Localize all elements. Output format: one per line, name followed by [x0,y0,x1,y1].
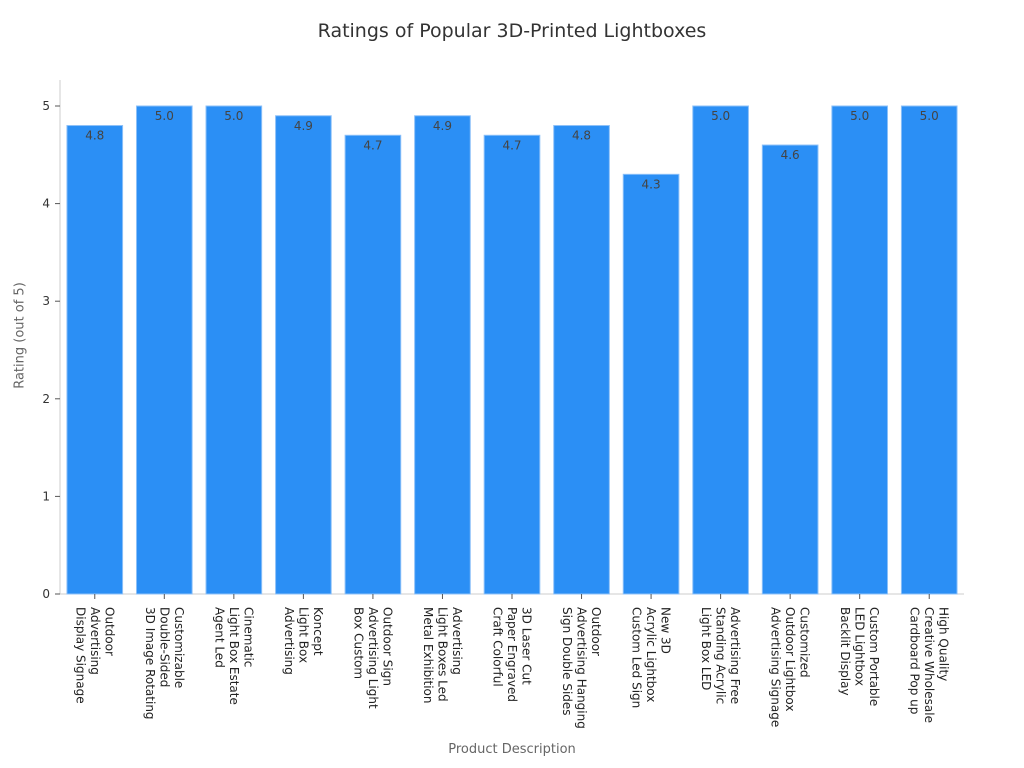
data-label: 5.0 [711,109,730,123]
data-label: 5.0 [920,109,939,123]
data-label: 4.9 [294,119,313,133]
x-tick-label: Customizable Double-Sided 3D Image Rotat… [142,607,186,720]
y-tick-label: 1 [42,489,50,503]
x-tick-label: Outdoor Advertising Hanging Sign Double … [560,607,604,729]
bar [66,125,124,595]
bar [135,105,193,595]
data-label: 5.0 [155,109,174,123]
x-tick-label: Cinematic Light Box Estate Agent Led [212,607,256,705]
x-tick-label: New 3D Acrylic Lightbox Custom Led Sign [629,607,673,709]
y-tick-label: 5 [42,99,50,113]
bar [205,105,263,595]
bar [275,115,332,595]
x-tick-label: Outdoor Advertising Display Signage [73,607,117,704]
data-label: 5.0 [850,109,869,123]
bar [344,134,402,595]
bar [692,105,749,595]
y-tick-label: 2 [42,392,50,406]
bar [761,144,819,595]
bar [900,105,958,595]
data-label: 5.0 [224,109,243,123]
x-tick-label: Custom Portable LED Lightbox Backlit Dis… [838,607,882,707]
x-axis-label: Product Description [448,742,576,757]
x-tick-label: Koncept Light Box Advertising [281,607,325,675]
data-label: 4.6 [781,148,800,162]
x-tick-label: Advertising Free Standing Acrylic Light … [699,607,743,705]
data-label: 4.8 [572,129,591,143]
x-tick-label: 3D Laser Cut Paper Engraved Craft Colorf… [490,607,534,702]
data-label: 4.7 [502,138,521,152]
bar [622,173,680,595]
x-tick-label: Customized Outdoor Lightbox Advertising … [768,607,812,728]
data-label: 4.7 [363,138,382,152]
data-label: 4.8 [85,129,104,143]
bar [483,134,541,595]
bar [831,105,889,595]
y-tick-label: 4 [42,197,50,211]
y-tick-label: 0 [42,587,50,601]
x-tick-label: Outdoor Sign Advertising Light Box Custo… [351,607,395,709]
x-tick-label: High Quality Creative Wholesale Cardboar… [907,607,951,723]
data-label: 4.9 [433,119,452,133]
x-tick-label: Advertising Light Boxes Led Metal Exhibi… [420,607,464,704]
bar [414,115,471,595]
y-tick-label: 3 [42,294,50,308]
bar [553,125,610,595]
data-label: 4.3 [642,177,661,191]
chart-title: Ratings of Popular 3D-Printed Lightboxes [317,20,707,42]
